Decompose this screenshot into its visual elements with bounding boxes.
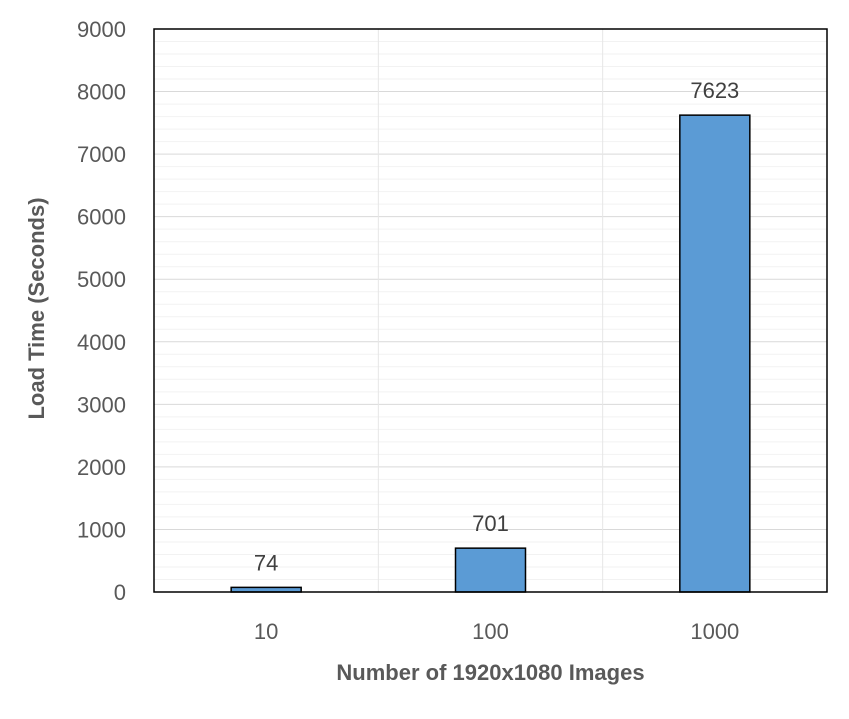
y-tick-label: 5000 <box>77 267 126 292</box>
y-tick-label: 1000 <box>77 517 126 542</box>
y-tick-label: 7000 <box>77 142 126 167</box>
x-tick-labels: 10 100 1000 <box>254 619 739 644</box>
x-tick-label: 100 <box>472 619 509 644</box>
x-axis-title: Number of 1920x1080 Images <box>336 660 644 685</box>
data-label: 701 <box>472 511 509 536</box>
bars <box>230 114 751 593</box>
bar-1000 <box>679 114 751 593</box>
y-tick-label: 8000 <box>77 80 126 105</box>
data-label: 74 <box>254 550 278 575</box>
x-tick-label: 1000 <box>690 619 739 644</box>
y-axis-title: Load Time (Seconds) <box>24 197 49 419</box>
y-tick-label: 6000 <box>77 205 126 230</box>
data-label: 7623 <box>690 78 739 103</box>
y-tick-label: 4000 <box>77 330 126 355</box>
data-labels: 74 701 7623 <box>254 78 739 575</box>
y-tick-label: 2000 <box>77 455 126 480</box>
plot-frame <box>153 28 828 593</box>
x-tick-label: 10 <box>254 619 278 644</box>
y-tick-label: 0 <box>114 580 126 605</box>
y-tick-labels: 0 1000 2000 3000 4000 5000 6000 7000 8000 9000 <box>77 17 126 605</box>
y-tick-label: 9000 <box>77 17 126 42</box>
bar-100 <box>454 547 527 593</box>
y-tick-label: 3000 <box>77 392 126 417</box>
